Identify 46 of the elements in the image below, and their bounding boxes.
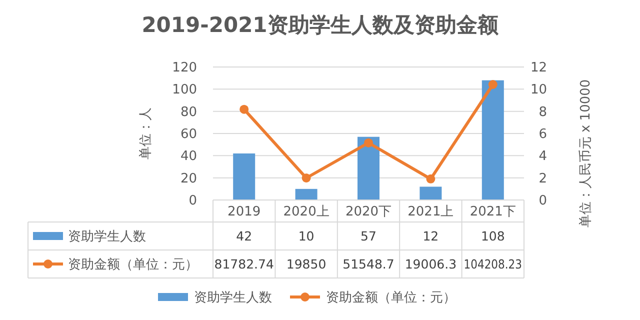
legend-label: 资助金额（单位：元）	[68, 258, 198, 273]
chart-title: 2019-2021资助学生人数及资助金额	[142, 13, 500, 37]
y-tick-label: 40	[180, 149, 197, 164]
x-tick-label: 2021上	[408, 204, 454, 220]
y2-tick-label: 10	[530, 82, 547, 98]
y2-tick-label: 4	[538, 149, 547, 164]
data-label: 10	[298, 228, 314, 244]
text: 19006.3	[404, 256, 457, 272]
point	[426, 174, 436, 184]
y2-tick-label: 8	[538, 104, 547, 120]
y2-tick-label: 6	[538, 127, 547, 142]
y-tick-label: 100	[172, 82, 197, 98]
y2-tick-label: 2	[538, 171, 547, 186]
bar	[233, 153, 256, 200]
x-tick-label: 2019	[228, 204, 261, 220]
y-tick-label: 80	[180, 104, 197, 120]
x-tick-label: 2021下	[470, 204, 516, 220]
text: 104208.23	[464, 256, 532, 272]
text: 资助学生人数	[68, 230, 146, 245]
data-label: 108	[480, 228, 505, 244]
data-label: 12	[422, 228, 439, 244]
text: 资助金额（单位：元）	[326, 290, 456, 306]
y-tick-label: 60	[180, 127, 197, 142]
point	[302, 174, 311, 182]
x-tick-label: 2020下	[345, 204, 392, 220]
point	[364, 138, 373, 148]
bar	[295, 188, 318, 200]
y2-tick-label: 12	[530, 60, 547, 76]
y-tick-label: 0	[188, 194, 197, 209]
x-tick-label: 2020上	[283, 204, 330, 220]
point	[240, 104, 249, 114]
point	[488, 80, 498, 90]
y-axis-title: 单位：人	[138, 108, 154, 160]
text: 19850	[286, 256, 326, 272]
text: 81782.74	[214, 256, 274, 272]
data-label: 42	[236, 228, 252, 244]
bar	[420, 186, 442, 200]
y2-tick-label: 0	[538, 194, 547, 209]
bar	[358, 136, 380, 200]
y2-axis-title: 单位：人民币元 x 10000	[578, 79, 594, 228]
y-tick-label: 20	[180, 171, 197, 186]
y-tick-label: 120	[172, 60, 197, 76]
legend-label: 资助学生人数	[194, 290, 272, 306]
data-label: 57	[360, 228, 376, 244]
bar	[482, 80, 504, 200]
text: 51548.7	[342, 256, 394, 272]
